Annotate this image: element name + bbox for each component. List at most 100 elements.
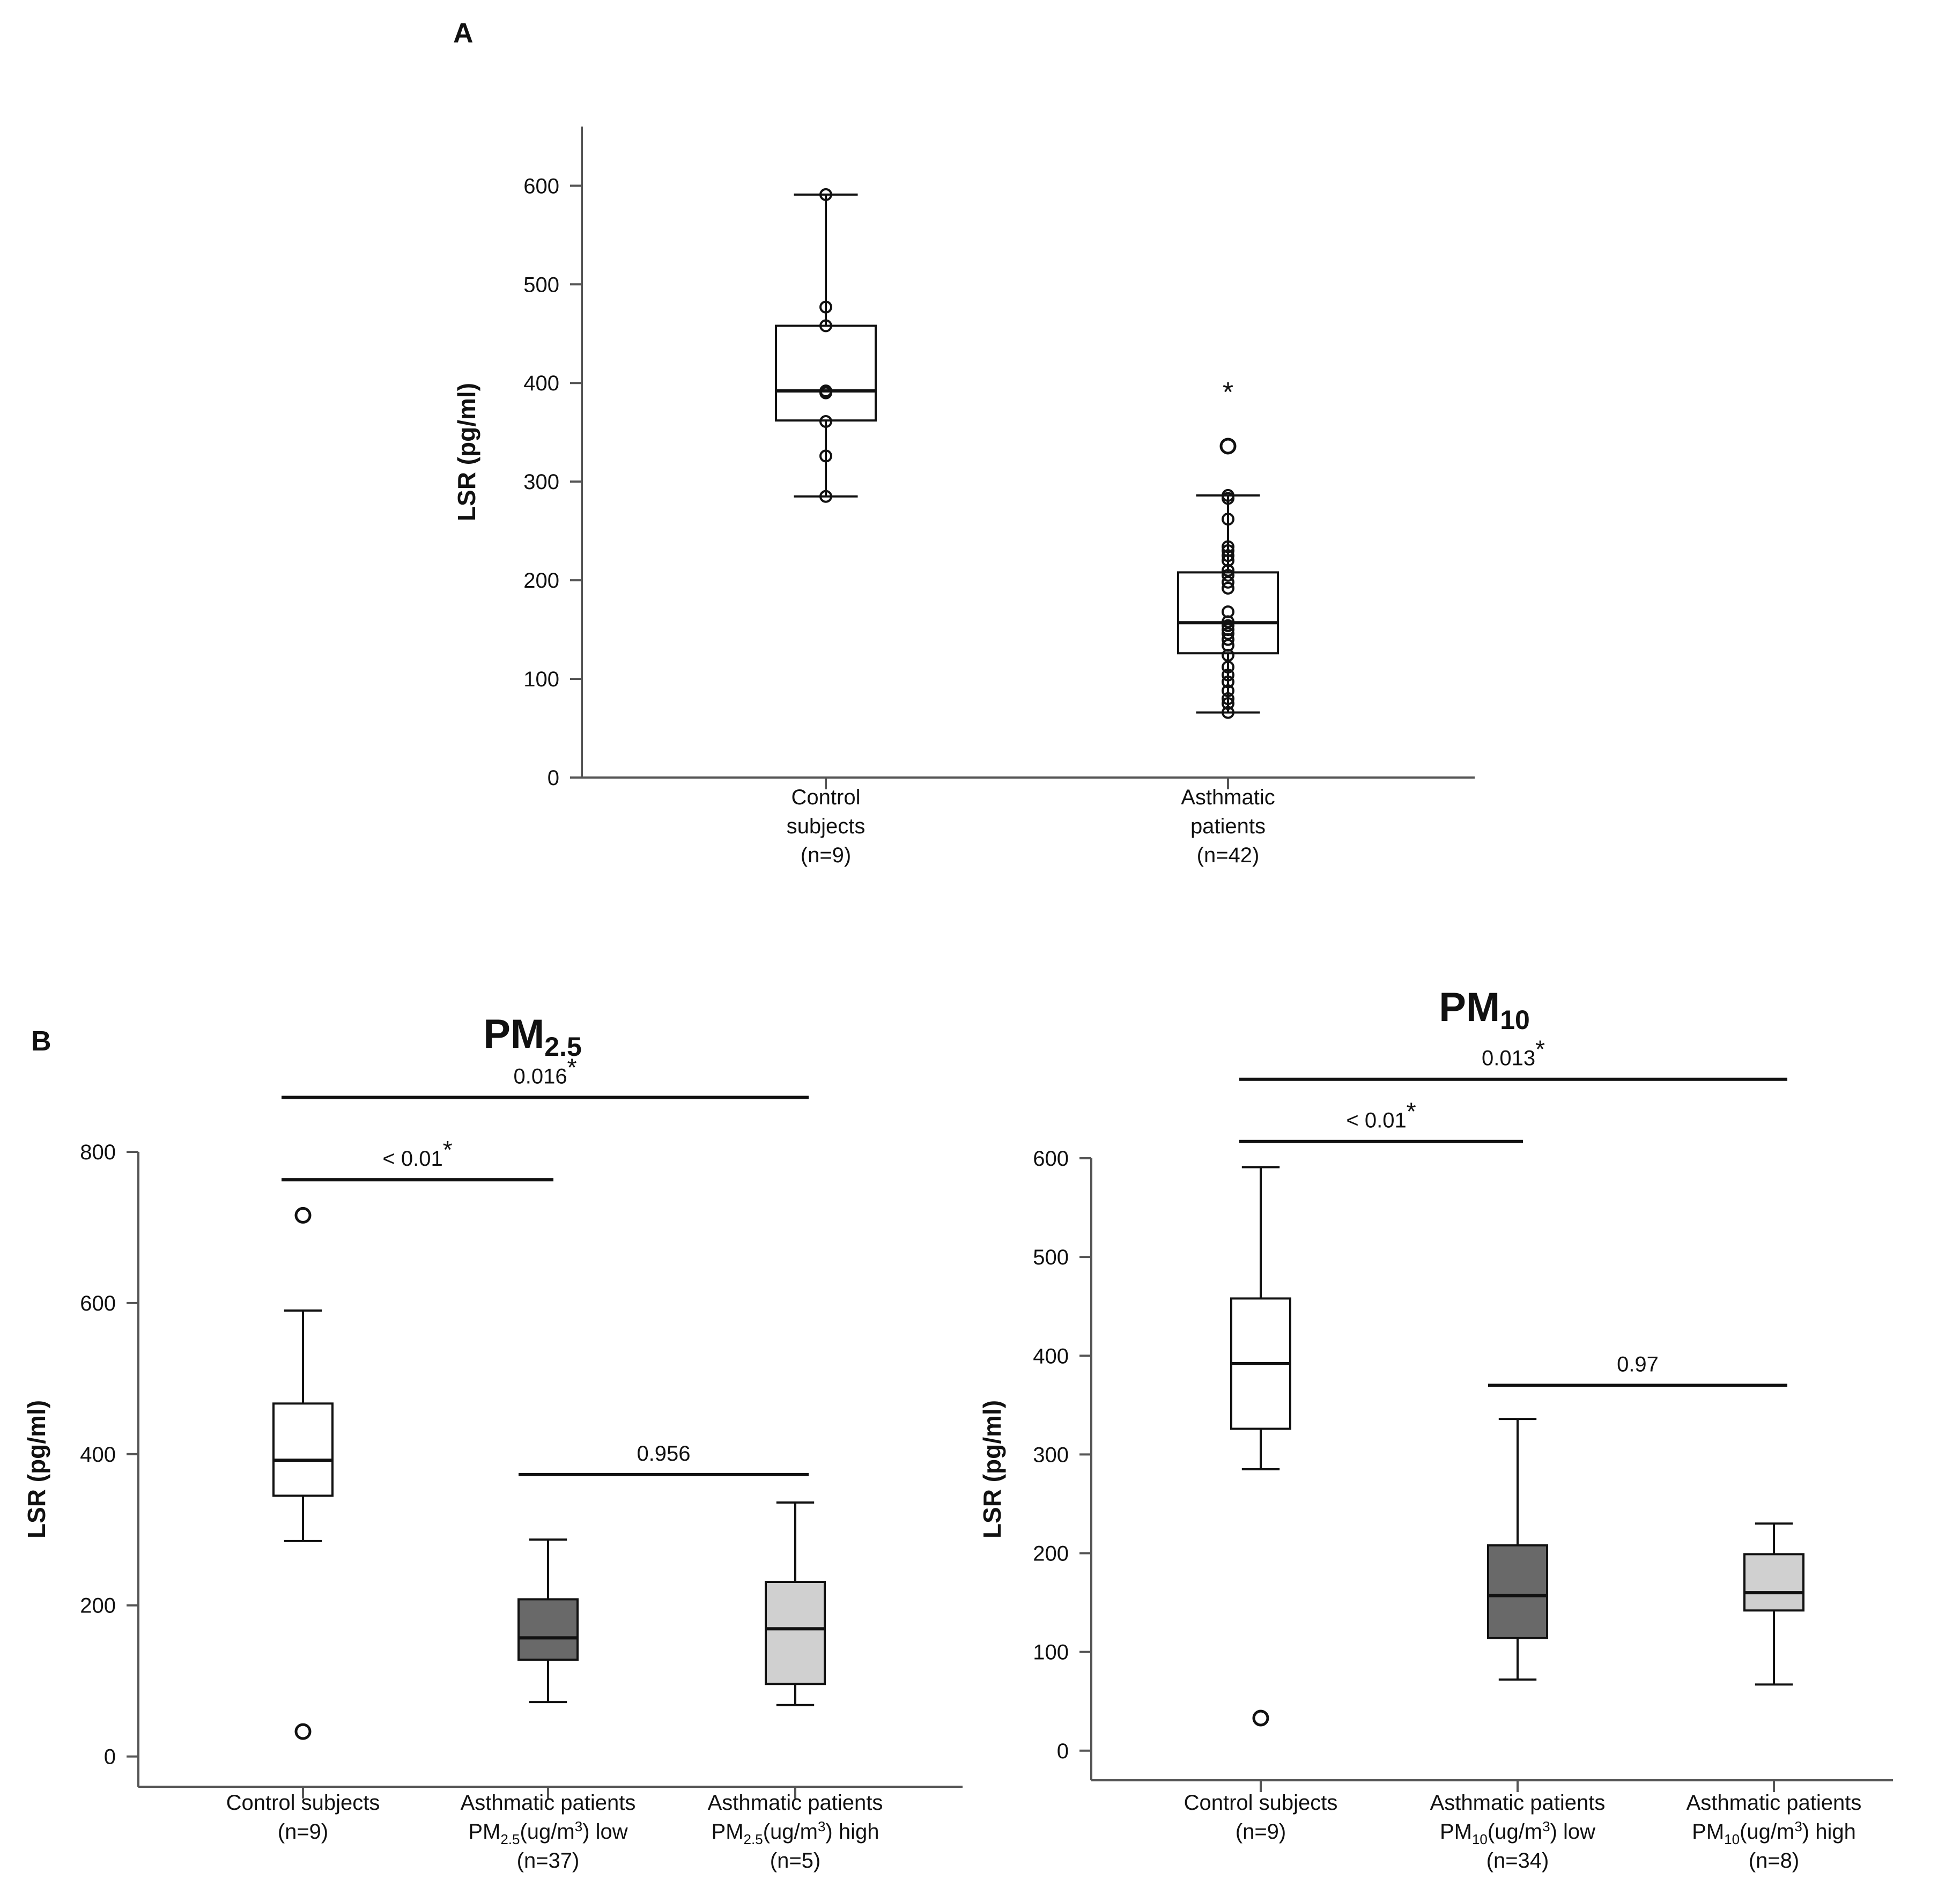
chart-a-group-2-data-point [1222,568,1234,582]
chart-b-pm2-5-group-2-box [517,1598,579,1661]
chart-b-pm10-y-tick-label: 500 [1033,1246,1069,1269]
chart-a-y-tick-label: 500 [523,273,559,297]
chart-b-pm10-group-3: Asthmatic patients PM10(ug/m3) high(n=8) [1687,1522,1862,1873]
chart-a-group-1-label-line-3: (n=9) [801,843,852,867]
chart-b-pm2-5-group-2-label-line-3: (n=37) [517,1849,580,1873]
chart-a-y-axis-label: LSR (pg/ml) [453,383,480,521]
chart-a-group-2-data-point [1222,549,1234,563]
chart-b-pm2-5-group-1-label-line-2: (n=9) [278,1820,329,1844]
chart-b-pm10-group-2-box [1487,1544,1548,1639]
chart-b-pm10-y-tick-label: 100 [1033,1641,1069,1664]
chart-a-group-1-data-point [819,490,832,503]
chart-a-group-2: * Asthmatic patients (n=42) [1177,377,1279,867]
chart-a-group-2-data-point [1222,627,1234,640]
chart-b-pm10-group-1: Control subjects (n=9) [1184,1166,1338,1844]
pm25-title-main: PM [483,1011,545,1057]
chart-a-group-1-data-point [819,319,832,332]
chart-a-group-1-data-point [819,449,832,463]
chart-b-pm2-5-comparison-2-label: < 0.01* [382,1136,452,1171]
chart-a-y-tick-label: 300 [523,470,559,494]
chart-b-pm2-5-group-2-label-line-2: PM2.5(ug/m3) low [468,1818,627,1847]
chart-b-pm10-group-3-label-line-2: PM10(ug/m3) high [1692,1818,1856,1847]
chart-a-group-2-data-point [1222,633,1234,646]
chart-b-pm2-5-group-3: Asthmatic patients PM2.5(ug/m3) high(n=5) [708,1501,883,1873]
chart-a-group-2-data-point [1222,684,1234,698]
chart-b-pm10-group-2: Asthmatic patients PM10(ug/m3) low(n=34) [1430,1418,1606,1873]
chart-b-pm10-comparison-3-label: 0.97 [1617,1352,1659,1376]
chart-a-group-2-data-point [1222,540,1234,553]
chart-a-group-2-data-point [1222,513,1234,526]
chart-a-group-2-box [1177,571,1279,655]
pm10-chart-title: PM10 [1439,984,1530,1035]
chart-b-pm2-5-y-axis-label: LSR (pg/ml) [23,1400,50,1538]
chart-b-pm10-y-tick-label: 400 [1033,1344,1069,1368]
chart-b-pm2-5-y-tick-label: 600 [80,1292,116,1315]
chart-b-pm2-5-group-3-label-line-2: PM2.5(ug/m3) high [712,1818,879,1847]
chart-a-group-2-data-point [1222,692,1234,705]
chart-a-group-2-data-point [1222,648,1234,662]
pm25-chart-title: PM2.5 [483,1011,582,1062]
chart-a-group-2-data-point [1222,492,1234,505]
chart-b-pm2-5: 0 200 400 600 800 LSR (pg/ml) Control subjects… [23,1054,963,1873]
chart-b-pm2-5-group-3-label-line-3: (n=5) [770,1849,821,1873]
chart-b-pm2-5-y-tick-label: 800 [80,1141,116,1164]
chart-a-group-2-data-point [1222,697,1234,711]
chart-a-y-tick-label: 100 [523,668,559,691]
chart-a-group-2-extreme-marker: * [1223,377,1233,408]
chart-b-pm10-group-2-label-line-3: (n=34) [1486,1849,1549,1873]
chart-a-group-1-label-line-2: subjects [787,815,866,838]
chart-a-group-2-label-line-1: Asthmatic [1181,786,1275,809]
chart-a-group-2-data-point [1222,564,1234,577]
chart-b-pm10-y-tick-label: 300 [1033,1443,1069,1467]
pm25-title-sub: 2.5 [544,1032,582,1062]
panel-b-letter: B [31,1026,51,1057]
chart-a-y-tick-label: 0 [548,766,559,790]
chart-b-pm2-5-y-tick-label: 400 [80,1443,116,1467]
chart-a-group-1-data-point [819,386,832,399]
chart-b-pm10-y-tick-label: 200 [1033,1542,1069,1566]
chart-a-y-tick-label: 600 [523,174,559,198]
chart-b-pm10-group-2-label-line-1: Asthmatic patients [1430,1791,1606,1815]
chart-a-group-2-label-line-3: (n=42) [1197,843,1260,867]
pm10-title-sub: 10 [1500,1005,1530,1035]
chart-b-pm2-5-y-tick-label: 200 [80,1594,116,1618]
chart-b-pm10-y-tick-label: 0 [1057,1740,1069,1763]
chart-b-pm2-5-group-1-outlier [294,1723,312,1740]
chart-b-pm10-group-3-label-line-1: Asthmatic patients [1687,1791,1862,1815]
chart-a-group-2-data-point [1222,668,1234,682]
panel-a-letter: A [453,18,474,49]
chart-b-pm2-5-group-2-label-line-1: Asthmatic patients [461,1791,636,1815]
chart-a-group-1-label-line-1: Control [792,786,861,809]
chart-a-group-2-data-point [1222,619,1234,632]
chart-a-group-1-data-point [819,415,832,428]
chart-a-group-2-label-line-2: patients [1190,815,1266,838]
chart-b-pm10-group-1-label-line-2: (n=9) [1236,1820,1286,1844]
chart-b-pm2-5-group-1-outlier [294,1207,312,1224]
chart-b-pm10: 0 100 200 300 400 500 600 LSR (pg/ml) Control su… [978,1035,1893,1873]
chart-a-group-2-data-point [1222,615,1234,628]
chart-a-y-tick-label: 200 [523,569,559,593]
chart-a-group-1-box [775,324,877,422]
chart-b-pm10-group-2-label-line-2: PM10(ug/m3) low [1440,1818,1595,1847]
chart-b-pm2-5-group-3-box [765,1581,826,1685]
chart-b-pm2-5-group-1-box [272,1402,334,1497]
chart-b-pm10-group-1-label-line-1: Control subjects [1184,1791,1338,1815]
chart-a-group-1-data-point [819,188,832,201]
pm10-title-main: PM [1439,985,1500,1030]
chart-a-group-2-data-point [1222,660,1234,674]
chart-b-pm10-y-axis-label: LSR (pg/ml) [978,1400,1006,1538]
chart-a: 0 100 200 300 400 500 600 LSR (pg/ml) Control sub… [453,127,1475,867]
chart-a-group-2-data-point [1222,675,1234,689]
chart-b-pm2-5-comparison-3-label: 0.956 [637,1442,690,1466]
chart-a-group-2-outlier [1219,438,1237,455]
chart-b-pm2-5-group-2: Asthmatic patients PM2.5(ug/m3) low(n=37) [461,1538,636,1873]
chart-a-y-tick-label: 400 [523,372,559,395]
chart-a-group-2-data-point [1222,581,1234,595]
chart-b-pm10-group-3-box [1743,1553,1804,1612]
chart-b-pm10-comparison-1-label: 0.013* [1482,1035,1545,1070]
chart-a-group-2-data-point [1222,575,1234,589]
chart-b-pm2-5-group-3-label-line-1: Asthmatic patients [708,1791,883,1815]
chart-b-pm2-5-group-1: Control subjects (n=9) [226,1207,380,1844]
chart-b-pm10-group-1-outlier [1252,1710,1269,1727]
